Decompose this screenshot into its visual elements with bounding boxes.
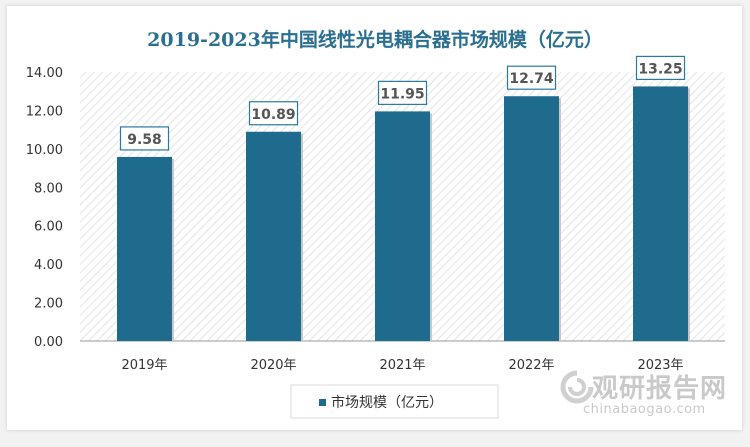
watermark-url: chinabaogao.com: [583, 402, 706, 417]
data-label: 11.95: [380, 86, 424, 102]
bar-chart: 2019-2023年中国线性光电耦合器市场规模（亿元） 0.00 2.00 4.00…: [26, 28, 725, 419]
x-tick-label: 2019年: [121, 358, 167, 373]
data-label: 12.74: [509, 71, 554, 87]
y-tick-label: 4.00: [34, 258, 63, 273]
y-tick-label: 0.00: [34, 335, 63, 350]
y-tick-label: 12.00: [26, 104, 63, 119]
legend: 市场规模（亿元）: [290, 384, 499, 419]
bar: [117, 156, 172, 341]
data-label: 10.89: [251, 107, 295, 123]
y-tick-label: 6.00: [34, 220, 63, 235]
data-label-box: [506, 65, 557, 90]
y-tick-label: 10.00: [26, 143, 63, 158]
watermark-text: 观研报告网: [592, 374, 728, 404]
x-tick-label: 2021年: [379, 358, 425, 373]
bar: [633, 86, 688, 342]
y-tick-label: 2.00: [34, 297, 63, 312]
bar: [246, 131, 301, 341]
x-tick-label: 2022年: [508, 358, 554, 373]
bar: [375, 111, 430, 341]
watermark-logo-icon: [560, 370, 594, 404]
data-label-box: [377, 80, 428, 105]
chart-card: 2019-2023年中国线性光电耦合器市场规模（亿元） 0.00 2.00 4.00…: [7, 6, 742, 430]
data-label-box: [248, 101, 299, 126]
y-tick-label: 14.00: [26, 66, 63, 81]
chart-title: 2019-2023年中国线性光电耦合器市场规模（亿元）: [147, 28, 603, 51]
bar: [504, 96, 559, 342]
x-tick-label: 2023年: [637, 358, 683, 373]
legend-label: 市场规模（亿元）: [331, 394, 443, 411]
data-label: 13.25: [638, 61, 682, 77]
data-label-box: [635, 55, 686, 81]
legend-swatch: [319, 399, 326, 406]
x-tick-label: 2020年: [250, 358, 296, 373]
y-tick-label: 8.00: [34, 181, 63, 196]
data-label: 9.58: [127, 132, 162, 148]
data-label-box: [119, 126, 170, 151]
